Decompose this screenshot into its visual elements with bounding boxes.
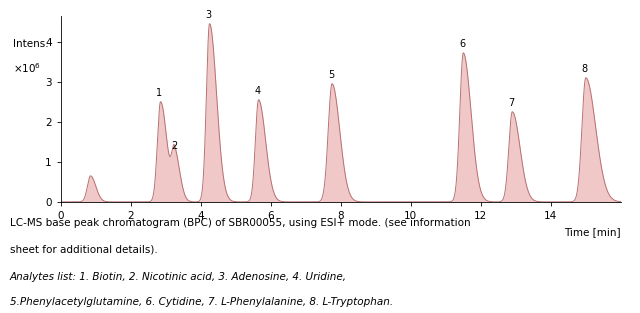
Text: 8: 8 [582, 64, 588, 74]
Text: Analytes list: 1. Biotin, 2. Nicotinic acid, 3. Adenosine, 4. Uridine,: Analytes list: 1. Biotin, 2. Nicotinic a… [10, 272, 347, 282]
Text: 5: 5 [328, 70, 334, 80]
Text: 3: 3 [205, 10, 212, 20]
Text: 6: 6 [459, 39, 465, 49]
Text: sheet for additional details).: sheet for additional details). [10, 244, 157, 254]
Text: LC-MS base peak chromatogram (BPC) of SBR00055, using ESI+ mode. (see informatio: LC-MS base peak chromatogram (BPC) of SB… [10, 218, 470, 228]
Text: 2: 2 [172, 141, 178, 151]
Text: Time [min]: Time [min] [564, 227, 621, 237]
Text: 4: 4 [255, 86, 260, 96]
Text: 5.Phenylacetylglutamine, 6. Cytidine, 7. L-Phenylalanine, 8. L-Tryptophan.: 5.Phenylacetylglutamine, 6. Cytidine, 7.… [10, 297, 393, 307]
Text: 1: 1 [156, 88, 163, 98]
Text: 7: 7 [508, 98, 515, 108]
Text: Intens.: Intens. [13, 38, 49, 49]
Text: $\times$10$^6$: $\times$10$^6$ [13, 61, 42, 75]
